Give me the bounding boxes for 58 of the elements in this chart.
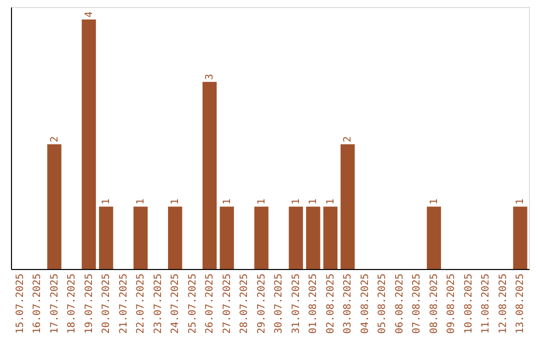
x-tick-label: 20.07.2025 (101, 274, 112, 334)
data-label: 1 (308, 198, 320, 205)
x-tick-label: 24.07.2025 (170, 274, 182, 334)
x-tick-label: 22.07.2025 (136, 274, 147, 334)
x-tick-label: 31.07.2025 (290, 274, 302, 334)
data-label: 3 (204, 74, 216, 80)
bar (47, 144, 62, 269)
x-tick-label: 25.07.2025 (187, 274, 198, 334)
data-label: 1 (170, 198, 182, 205)
data-label: 2 (49, 136, 60, 142)
bar (82, 19, 96, 269)
x-tick-label: 17.07.2025 (49, 274, 60, 334)
bar (168, 206, 182, 269)
bar (288, 206, 303, 269)
x-tick-label: 11.08.2025 (480, 274, 492, 334)
x-tick-label: 19.07.2025 (84, 274, 95, 334)
x-tick-label: 13.08.2025 (515, 274, 526, 334)
x-tick-label: 05.08.2025 (377, 274, 388, 334)
x-tick-label: 12.08.2025 (498, 274, 509, 334)
data-label: 1 (428, 198, 440, 205)
x-tick-label: 18.07.2025 (66, 274, 78, 334)
x-tick-label: 10.08.2025 (463, 274, 474, 334)
bar (254, 206, 268, 269)
bar (134, 206, 148, 269)
bar (202, 82, 217, 269)
data-label: 1 (256, 198, 268, 205)
bar (513, 206, 528, 269)
x-tick-label: 21.07.2025 (118, 274, 130, 334)
data-label: 1 (136, 198, 147, 205)
data-label: 1 (290, 198, 302, 205)
data-label: 1 (515, 198, 526, 205)
data-label: 1 (101, 198, 112, 205)
x-tick-label: 29.07.2025 (256, 274, 268, 334)
bar (220, 206, 234, 269)
x-tick-label: 15.07.2025 (14, 274, 26, 334)
data-label: 1 (222, 198, 233, 205)
x-tick-label: 30.07.2025 (274, 274, 285, 334)
x-tick-label: 04.08.2025 (360, 274, 371, 334)
x-tick-label: 02.08.2025 (325, 274, 336, 334)
bar (306, 206, 320, 269)
x-tick-label: 16.07.2025 (32, 274, 44, 334)
x-tick-label: 27.07.2025 (222, 274, 233, 334)
x-tick-label: 09.08.2025 (446, 274, 458, 334)
x-tick-label: 23.07.2025 (152, 274, 164, 334)
data-label: 2 (342, 136, 354, 142)
bar (323, 206, 338, 269)
bar (426, 206, 441, 269)
x-tick-label: 06.08.2025 (394, 274, 406, 334)
data-label: 1 (325, 198, 336, 205)
x-tick-label: 28.07.2025 (239, 274, 250, 334)
x-tick-label: 03.08.2025 (342, 274, 354, 334)
bar (99, 206, 114, 269)
x-tick-label: 01.08.2025 (308, 274, 320, 334)
x-tick-label: 26.07.2025 (204, 274, 216, 334)
x-tick-label: 08.08.2025 (428, 274, 440, 334)
x-tick-label: 07.08.2025 (412, 274, 423, 334)
bar (340, 144, 355, 269)
data-label: 4 (84, 11, 95, 18)
